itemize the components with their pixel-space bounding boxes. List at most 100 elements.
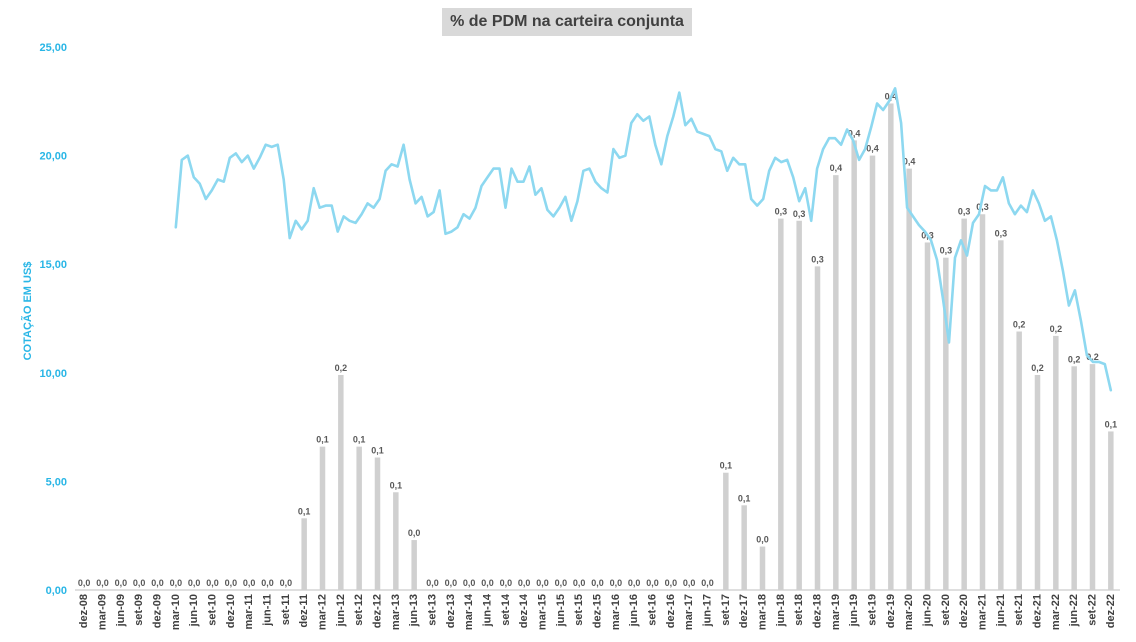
x-tick-label: mar-10 [170, 594, 182, 630]
x-tick-label: mar-16 [610, 594, 622, 630]
bar [851, 140, 857, 590]
x-tick-label: mar-15 [537, 594, 549, 630]
x-tick-label: mar-22 [1050, 594, 1062, 630]
x-tick-label: dez-21 [1032, 594, 1044, 628]
x-tick-label: set-19 [867, 594, 879, 626]
x-tick-label: set-09 [133, 594, 145, 626]
bar-data-label: 0,0 [78, 578, 91, 588]
bar [1053, 335, 1059, 590]
bar [411, 540, 417, 590]
y-tick-label: 5,00 [46, 476, 67, 488]
bar-data-label: 0,0 [463, 578, 476, 588]
x-tick-label: dez-13 [445, 594, 457, 628]
x-tick-label: mar-21 [977, 594, 989, 630]
bar-data-label: 0,3 [976, 202, 989, 212]
x-tick-label: mar-19 [830, 594, 842, 630]
bar-data-label: 0,0 [206, 578, 219, 588]
bar-data-label: 0,3 [940, 246, 953, 256]
bar [319, 446, 326, 590]
bar [301, 518, 307, 590]
bar-data-label: 0,1 [298, 506, 311, 516]
x-tick-label: set-14 [500, 593, 512, 626]
x-tick-label: set-20 [940, 594, 952, 626]
x-tick-label: dez-11 [298, 594, 310, 628]
x-tick-label: set-22 [1087, 594, 1099, 626]
bar-data-label: 0,1 [720, 461, 733, 471]
bar-data-label: 0,0 [701, 578, 714, 588]
x-tick-label: jun-18 [775, 594, 787, 627]
x-tick-label: dez-09 [152, 594, 164, 628]
y-axis-label: COTAÇÃO EM US$ [22, 261, 34, 361]
x-tick-label: jun-13 [408, 594, 420, 627]
bar [393, 492, 399, 590]
bar-data-label: 0,0 [518, 578, 531, 588]
bar-data-label: 0,1 [371, 446, 384, 456]
bar [778, 218, 784, 590]
bar [888, 103, 894, 591]
bar-data-label: 0,3 [995, 228, 1008, 238]
bar [741, 505, 747, 590]
x-tick-label: set-12 [353, 594, 365, 626]
bar [979, 214, 986, 590]
bar-data-label: 0,0 [756, 535, 769, 545]
x-tick-label: dez-18 [812, 594, 824, 628]
bar [1071, 366, 1077, 590]
bar-data-label: 0,0 [133, 578, 146, 588]
bar [961, 218, 967, 590]
bar-data-label: 0,0 [646, 578, 659, 588]
bar-data-label: 0,2 [335, 363, 348, 373]
bar-data-label: 0,0 [188, 578, 201, 588]
bar-data-label: 0,4 [866, 144, 879, 154]
x-tick-label: jun-14 [482, 593, 494, 627]
bar-data-label: 0,1 [390, 480, 403, 490]
x-tick-label: dez-17 [738, 594, 750, 628]
x-tick-label: dez-10 [225, 594, 237, 628]
x-tick-label: set-17 [720, 594, 732, 626]
bar-data-label: 0,2 [1050, 324, 1063, 334]
bar-data-label: 0,0 [628, 578, 641, 588]
bar-data-label: 0,0 [280, 578, 293, 588]
x-tick-label: dez-16 [665, 594, 677, 628]
bar-data-label: 0,0 [481, 578, 494, 588]
bar-data-label: 0,3 [793, 209, 806, 219]
x-tick-label: mar-18 [757, 594, 769, 630]
x-tick-label: mar-09 [97, 594, 109, 630]
bar-data-label: 0,0 [573, 578, 586, 588]
bar [796, 220, 802, 590]
bar-data-label: 0,0 [225, 578, 238, 588]
bar-data-label: 0,0 [408, 528, 421, 538]
bar [759, 546, 766, 590]
y-tick-label: 15,00 [39, 259, 67, 271]
bar [1016, 331, 1022, 590]
x-tick-label: dez-19 [885, 594, 897, 628]
bar-data-label: 0,1 [316, 435, 329, 445]
x-tick-label: set-15 [573, 594, 585, 626]
y-tick-label: 25,00 [39, 42, 67, 54]
bar-data-label: 0,0 [96, 578, 109, 588]
x-tick-label: set-10 [207, 594, 219, 626]
bar-data-label: 0,3 [811, 254, 824, 264]
bar [814, 266, 821, 590]
x-tick-label: jun-22 [1068, 594, 1080, 627]
y-tick-label: 20,00 [39, 151, 67, 163]
bar [374, 457, 381, 590]
x-tick-label: mar-11 [243, 594, 255, 629]
bar-data-label: 0,0 [426, 578, 439, 588]
x-tick-label: jun-11 [262, 594, 274, 627]
bar-data-label: 0,0 [445, 578, 458, 588]
bar [998, 240, 1004, 591]
chart-title: % de PDM na carteira conjunta [442, 8, 692, 36]
bar-data-label: 0,2 [1068, 354, 1081, 364]
x-tick-label: set-18 [793, 594, 805, 626]
bar-data-label: 0,3 [958, 207, 971, 217]
x-tick-label: mar-20 [903, 594, 915, 630]
x-tick-label: dez-12 [372, 594, 384, 628]
bar [356, 446, 362, 590]
x-tick-label: mar-13 [390, 594, 402, 630]
x-tick-label: dez-22 [1105, 594, 1117, 628]
x-tick-label: jun-10 [188, 594, 200, 627]
bar-data-label: 0,1 [738, 493, 751, 503]
x-tick-label: set-13 [427, 594, 439, 626]
x-tick-label: jun-15 [555, 594, 567, 627]
bar-data-label: 0,4 [903, 157, 916, 167]
